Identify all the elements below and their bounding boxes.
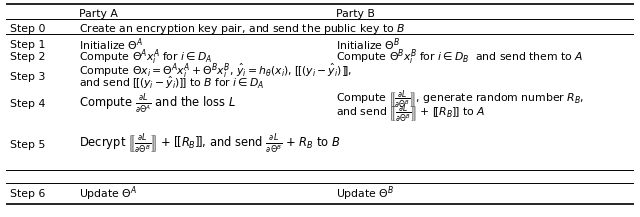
Text: Create an encryption key pair, and send the public key to $B$: Create an encryption key pair, and send … [79,22,405,36]
Text: and send $\left[\!\left[\frac{\partial L}{\partial \Theta^B}\right]\!\right]$ + : and send $\left[\!\left[\frac{\partial L… [336,102,485,125]
Text: Compute $\frac{\partial L}{\partial \Theta^A}$ and the loss $L$: Compute $\frac{\partial L}{\partial \The… [79,93,236,116]
Text: Step 3: Step 3 [10,72,45,82]
Text: Update $\Theta^A$: Update $\Theta^A$ [79,184,137,203]
Text: Step 0: Step 0 [10,24,45,34]
Text: Compute $\Theta^A x_i^A$ for $i \in D_A$: Compute $\Theta^A x_i^A$ for $i \in D_A$ [79,48,212,67]
Text: Step 4: Step 4 [10,99,45,109]
Text: Update $\Theta^B$: Update $\Theta^B$ [336,184,394,203]
Text: Step 6: Step 6 [10,189,45,199]
Text: Compute $\Theta x_i = \Theta^A x_i^A + \Theta^B x_i^B$, $\hat{y}_i = h_\theta(x_: Compute $\Theta x_i = \Theta^A x_i^A + \… [79,62,352,81]
Text: Step 2: Step 2 [10,53,45,62]
Text: Party B: Party B [336,9,374,19]
Text: Decrypt $\left[\!\left[\frac{\partial L}{\partial \Theta^B}\right]\!\right]$ + $: Decrypt $\left[\!\left[\frac{\partial L}… [79,133,340,156]
Text: Step 5: Step 5 [10,140,45,150]
Text: Compute $\Theta^B x_i^B$ for $i \in D_B$  and send them to $A$: Compute $\Theta^B x_i^B$ for $i \in D_B$… [336,48,583,67]
Text: Compute $\left[\!\left[\frac{\partial L}{\partial \Theta^B}\right]\!\right]$, ge: Compute $\left[\!\left[\frac{\partial L}… [336,89,584,111]
Text: Party A: Party A [79,9,117,19]
Text: and send $[\![(y_i - \hat{y}_i)]\!]$ to $B$ for $i \in D_A$: and send $[\![(y_i - \hat{y}_i)]\!]$ to … [79,74,264,91]
Text: Initialize $\Theta^B$: Initialize $\Theta^B$ [336,36,400,53]
Text: Initialize $\Theta^A$: Initialize $\Theta^A$ [79,36,143,53]
Text: Step 1: Step 1 [10,40,45,50]
